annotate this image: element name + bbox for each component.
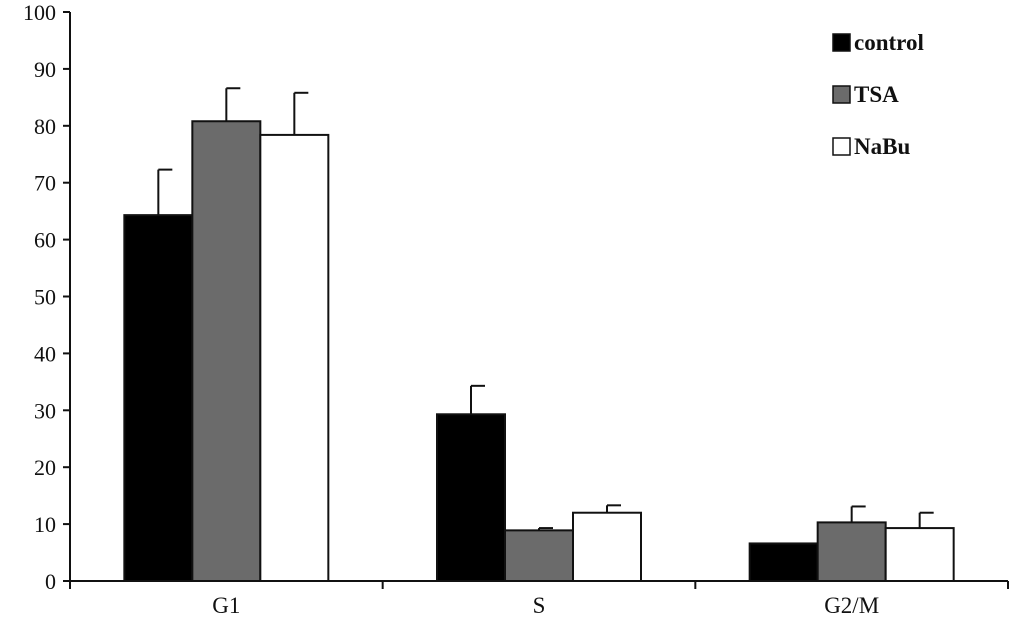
bar-control-s — [436, 413, 506, 582]
bar-nabu-g2m — [884, 527, 955, 583]
y-tick-label: 50 — [34, 285, 56, 310]
axis-labels: 0 10 20 30 40 50 60 70 80 90 100 G1 S G2/M — [23, 0, 879, 618]
x-category-label: S — [533, 593, 546, 618]
y-tick-label: 60 — [34, 228, 56, 253]
legend-label-nabu: NaBu — [854, 134, 910, 159]
y-tick-label: 80 — [34, 114, 56, 139]
bar-control-g1 — [123, 214, 194, 582]
legend-swatch-tsa — [832, 85, 851, 104]
bar-nabu-g1 — [259, 133, 330, 583]
legend: control TSA NaBu — [832, 30, 924, 159]
y-tick-label: 90 — [34, 57, 56, 82]
y-tick-label: 100 — [23, 0, 56, 25]
legend-swatch-control — [832, 33, 851, 52]
y-tick-label: 20 — [34, 455, 56, 480]
y-tick-label: 40 — [34, 341, 56, 366]
bar-tsa-g1 — [191, 120, 262, 583]
y-tick-label: 0 — [45, 569, 56, 594]
legend-label-control: control — [854, 30, 924, 55]
y-tick-label: 30 — [34, 398, 56, 423]
y-tick-label: 70 — [34, 171, 56, 196]
bars — [123, 87, 955, 583]
bar-tsa-s — [504, 529, 574, 583]
bar-nabu-s — [572, 511, 642, 582]
bar-tsa-g2m — [816, 521, 887, 583]
y-tick-label: 10 — [34, 512, 56, 537]
bar-control-g2m — [748, 542, 819, 582]
legend-label-tsa: TSA — [854, 82, 899, 107]
legend-swatch-nabu — [832, 137, 851, 156]
x-category-label: G2/M — [824, 593, 879, 618]
x-category-label: G1 — [212, 593, 240, 618]
